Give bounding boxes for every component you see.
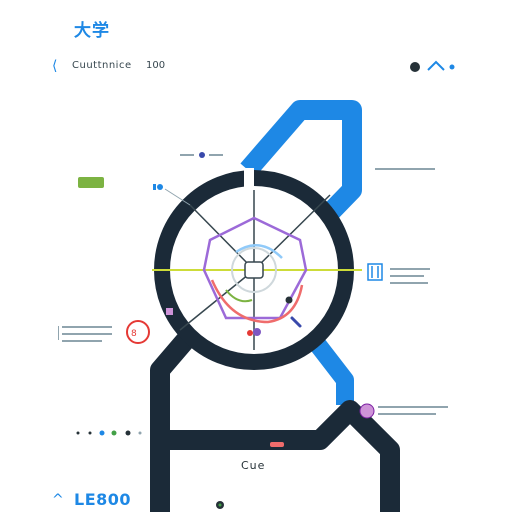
bottom-dots [76,430,142,436]
green-curve [225,289,253,303]
marker-dot-red[interactable] [247,330,253,336]
blue-curve [235,244,283,259]
marker-dot-purple[interactable] [253,328,261,336]
callout-top-left [180,152,223,158]
blue-track-upper [240,100,362,232]
top-right-dot[interactable] [410,62,420,72]
ring-gap [244,168,254,190]
pink-badge[interactable] [359,403,375,419]
subtitle-label: Cuuttnnice [72,60,132,71]
callout-left [58,326,112,342]
pink-arc [210,279,304,324]
left-dot-blue [157,184,163,190]
marker-dash [290,316,302,328]
back-chevron-icon[interactable]: ⟨ [52,58,58,74]
inner-circle [231,247,277,293]
callout-right [390,268,430,284]
green-badge[interactable] [78,177,104,188]
blue-track-lower [310,339,354,405]
purple-hexagon [202,216,308,320]
callout-top-right [375,168,435,170]
badge-icon[interactable] [126,320,150,344]
subtitle-number: 100 [146,60,166,71]
caret-up-icon[interactable]: ^ [52,492,64,508]
marker-dot-dark[interactable] [285,296,293,304]
top-title: 大学 [74,21,110,41]
chevron-icon[interactable] [427,60,445,71]
center-node[interactable] [244,261,264,279]
right-callout-box[interactable] [367,263,383,281]
callout-bottom-right [378,406,448,415]
dark-track [150,328,400,512]
marker-square-pink[interactable] [166,308,173,315]
bottom-title: LE800 [74,490,132,509]
bottom-label: Cue [241,459,266,472]
red-bar [270,442,284,447]
svg-text:8: 8 [131,329,137,339]
